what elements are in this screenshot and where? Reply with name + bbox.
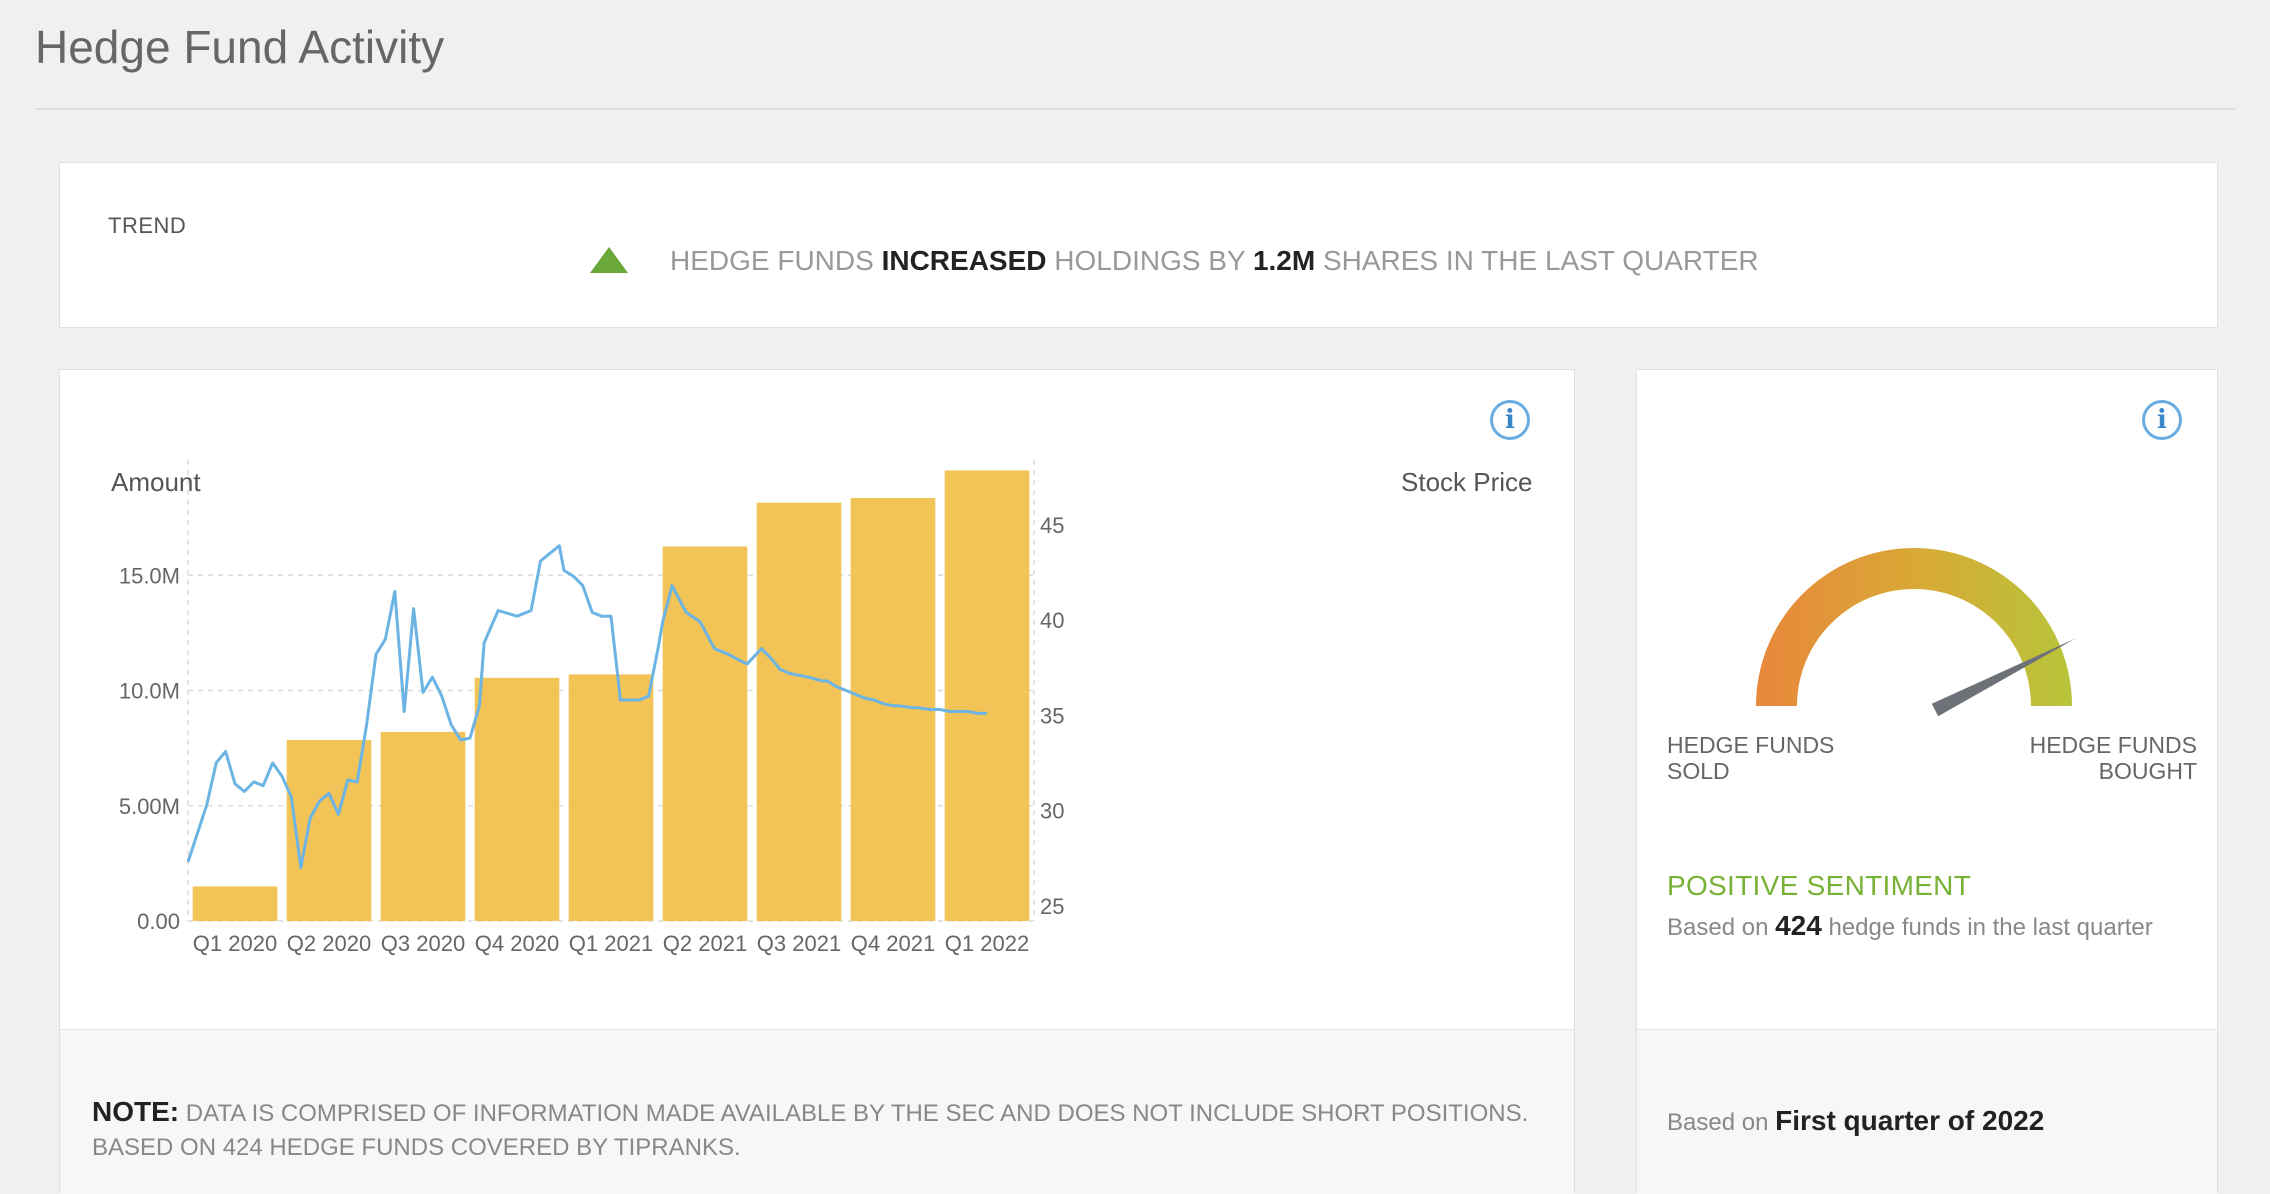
x-tick-label: Q4 2020 xyxy=(475,931,559,956)
sentiment-gauge xyxy=(1756,548,2076,717)
left-axis-title: Amount xyxy=(111,467,201,497)
left-tick-label: 15.0M xyxy=(119,563,180,588)
x-tick-label: Q1 2020 xyxy=(193,931,277,956)
x-tick-label: Q3 2020 xyxy=(381,931,465,956)
sentiment-panel: i HEDGE FUNDS SOLD HEDGE FUNDS BOUGHT POSI… xyxy=(1636,369,2218,1194)
trend-amount: 1.2M xyxy=(1252,245,1316,276)
x-tick-label: Q2 2021 xyxy=(663,931,747,956)
left-tick-label: 5.00M xyxy=(119,794,180,819)
right-tick-label: 45 xyxy=(1040,513,1064,538)
left-tick-label: 10.0M xyxy=(119,679,180,704)
page-title: Hedge Fund Activity xyxy=(35,21,445,73)
x-tick-label: Q2 2020 xyxy=(287,931,371,956)
note-text: NOTE: DATA IS COMPRISED OF INFORMATION M… xyxy=(92,1096,1529,1161)
x-tick-label: Q1 2021 xyxy=(569,931,653,956)
bar-q1-2022[interactable] xyxy=(944,470,1030,921)
chart-info-icon[interactable]: i xyxy=(1490,400,1530,440)
trend-verb: INCREASED xyxy=(881,245,1047,276)
bar-q1-2020[interactable] xyxy=(192,886,278,921)
period-value: First quarter of 2022 xyxy=(1775,1105,2045,1136)
bar-q3-2020[interactable] xyxy=(380,731,466,921)
bar-q4-2020[interactable] xyxy=(474,677,560,921)
note-label: NOTE: xyxy=(92,1096,180,1127)
right-tick-label: 30 xyxy=(1040,799,1064,824)
sentiment-info-icon[interactable]: i xyxy=(2142,400,2182,440)
bar-q2-2020[interactable] xyxy=(286,740,372,921)
right-axis-title: Stock Price xyxy=(1401,467,1533,497)
title-divider xyxy=(35,108,2235,110)
hedge-fund-chart-panel: i Amount Stock Price 0.00 5.00M 10.0M 15.0M… xyxy=(59,369,1575,1194)
sentiment-footer xyxy=(1637,1029,2217,1194)
gauge-needle xyxy=(1931,638,2076,717)
left-tick-label: 0.00 xyxy=(137,909,180,934)
x-tick-label: Q1 2022 xyxy=(945,931,1029,956)
stock-price-line xyxy=(186,544,987,870)
trend-label: TREND xyxy=(108,213,187,238)
x-tick-label: Q4 2021 xyxy=(851,931,935,956)
bar-q1-2021[interactable] xyxy=(568,674,654,921)
sentiment-basis: Based on 424 hedge funds in the last qua… xyxy=(1667,910,2153,941)
bar-q2-2021[interactable] xyxy=(662,546,748,921)
trend-up-arrow-icon xyxy=(590,247,628,273)
hedge-funds-sold-label: HEDGE FUNDS SOLD xyxy=(1667,732,1835,784)
bar-q3-2021[interactable] xyxy=(756,502,842,921)
sentiment-period: Based on First quarter of 2022 xyxy=(1667,1105,2045,1136)
trend-panel: TREND HEDGE FUNDS INCREASED HOLDINGS BY … xyxy=(59,162,2218,328)
hedge-fund-count: 424 xyxy=(1775,910,1822,941)
x-tick-label: Q3 2021 xyxy=(757,931,841,956)
hedge-funds-bought-label: HEDGE FUNDS BOUGHT xyxy=(2029,732,2197,784)
gauge-arc xyxy=(1756,548,2072,706)
trend-summary: HEDGE FUNDS INCREASED HOLDINGS BY 1.2M S… xyxy=(670,245,1759,276)
note-area xyxy=(60,1029,1574,1194)
sentiment-title: POSITIVE SENTIMENT xyxy=(1667,870,1972,901)
right-tick-label: 40 xyxy=(1040,608,1064,633)
right-tick-label: 25 xyxy=(1040,894,1064,919)
right-tick-label: 35 xyxy=(1040,703,1064,728)
hedge-fund-chart: 0.00 5.00M 10.0M 15.0M 25 30 35 40 45 Q1 2020 Q2 2… xyxy=(119,460,1064,956)
